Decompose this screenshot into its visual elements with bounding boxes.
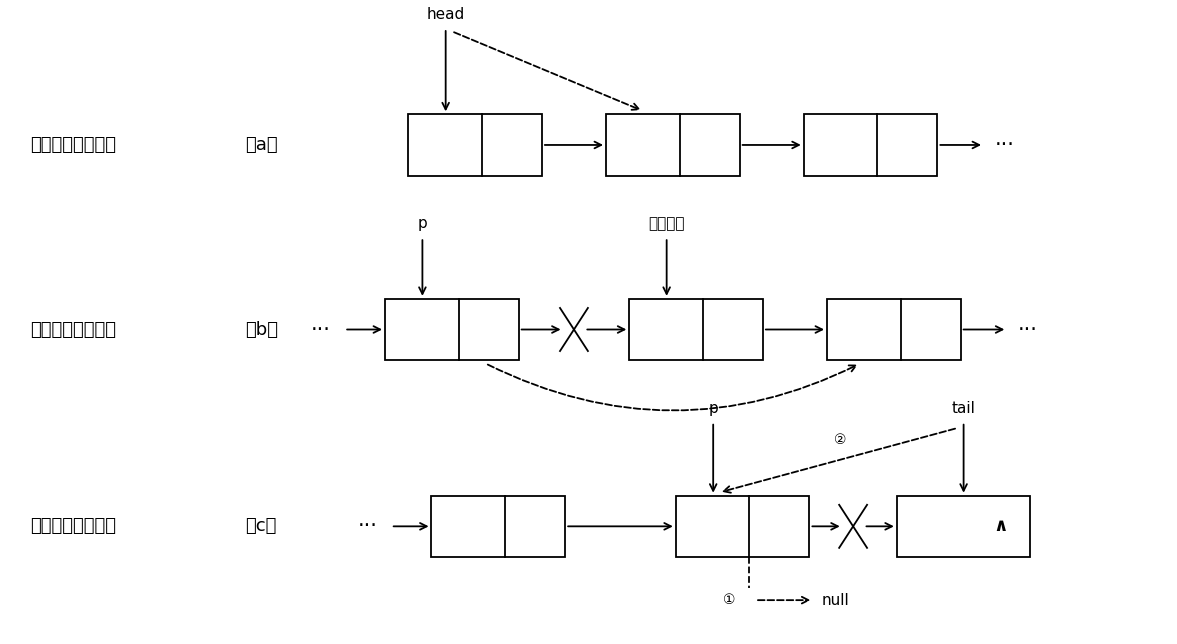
Bar bbox=[897, 496, 1031, 557]
Text: ···: ··· bbox=[995, 135, 1015, 155]
Bar bbox=[827, 299, 960, 360]
Text: ②: ② bbox=[833, 433, 846, 447]
Bar bbox=[676, 496, 810, 557]
Bar bbox=[804, 114, 937, 176]
Text: ···: ··· bbox=[358, 516, 378, 536]
Text: （a）: （a） bbox=[245, 136, 278, 154]
Text: 结尾位置删除元素: 结尾位置删除元素 bbox=[31, 517, 117, 535]
Text: （b）: （b） bbox=[245, 321, 279, 339]
Text: p: p bbox=[418, 216, 427, 231]
Text: head: head bbox=[426, 7, 465, 22]
Text: ···: ··· bbox=[311, 319, 331, 339]
Bar bbox=[408, 114, 541, 176]
Text: p: p bbox=[709, 401, 718, 415]
Text: tail: tail bbox=[952, 401, 976, 415]
Bar bbox=[606, 114, 739, 176]
Bar bbox=[432, 496, 565, 557]
Text: 中间位置删除元素: 中间位置删除元素 bbox=[31, 321, 117, 339]
Bar bbox=[385, 299, 519, 360]
Text: （c）: （c） bbox=[245, 517, 277, 535]
Bar bbox=[630, 299, 763, 360]
Text: ①: ① bbox=[723, 593, 736, 607]
Text: 起始位置删除元素: 起始位置删除元素 bbox=[31, 136, 117, 154]
Text: ∧: ∧ bbox=[993, 517, 1008, 535]
Text: 待删结点: 待删结点 bbox=[649, 216, 685, 231]
Text: null: null bbox=[822, 592, 849, 608]
Text: ···: ··· bbox=[1018, 319, 1038, 339]
